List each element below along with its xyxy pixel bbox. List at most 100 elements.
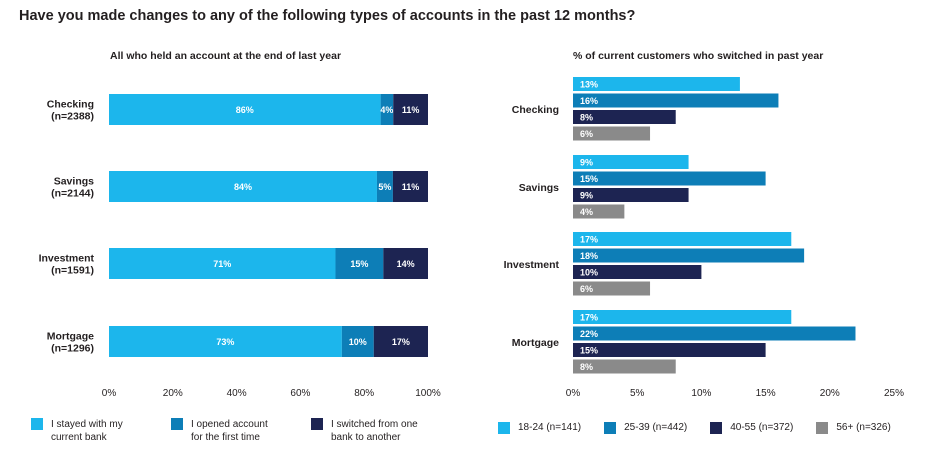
right-bar — [573, 93, 779, 108]
left-chart-subtitle: All who held an account at the end of la… — [110, 50, 342, 62]
right-bar-value-label: 16% — [580, 96, 598, 106]
left-bar-value-label: 14% — [397, 259, 415, 269]
left-bar-value-label: 86% — [236, 105, 254, 115]
left-bar-segment — [335, 248, 384, 279]
left-category-label: Mortgage — [47, 331, 94, 343]
left-bar-segment — [109, 94, 381, 125]
right-bar-value-label: 17% — [580, 312, 598, 322]
right-bar-value-label: 18% — [580, 251, 598, 261]
left-bar-segment — [341, 326, 374, 357]
right-bar — [573, 326, 856, 341]
right-bar-value-label: 9% — [580, 190, 593, 200]
right-x-tick-label: 5% — [630, 388, 645, 399]
left-bar-value-label: 84% — [234, 182, 252, 192]
right-bar — [573, 343, 766, 357]
legend-swatch — [816, 421, 829, 434]
right-legend: 18-24 (n=141) 25-39 (n=442) 40-55 (n=372… — [498, 421, 914, 434]
right-x-tick-label: 20% — [820, 388, 840, 399]
left-bar-value-label: 11% — [402, 105, 420, 115]
left-bar-segment — [380, 94, 394, 125]
left-bar-segment — [392, 171, 428, 202]
left-bar-segment — [393, 94, 428, 125]
left-category-count: (n=1591) — [51, 265, 94, 277]
left-category-count: (n=2388) — [51, 111, 94, 123]
legend-label: 56+ (n=326) — [836, 422, 891, 433]
legend-swatch — [311, 418, 323, 430]
right-bar-value-label: 8% — [580, 112, 593, 122]
right-bar-value-label: 8% — [580, 362, 593, 372]
legend-label: 40-55 (n=372) — [730, 422, 794, 433]
right-x-tick-label: 15% — [756, 388, 776, 399]
legend-swatch — [171, 418, 183, 430]
legend-label: I switched from one — [331, 419, 418, 430]
legend-item-56-plus: 56+ (n=326) — [816, 421, 891, 434]
left-category-label: Savings — [54, 176, 94, 188]
left-bar-segment — [109, 171, 377, 202]
right-category-label: Checking — [512, 104, 559, 116]
left-category-count: (n=1296) — [51, 343, 94, 355]
legend-label: 18-24 (n=141) — [518, 422, 582, 433]
right-bar-value-label: 6% — [580, 129, 593, 139]
right-bar-value-label: 4% — [580, 207, 593, 217]
left-bar-segment — [383, 248, 428, 279]
left-category-label: Investment — [39, 253, 95, 265]
right-bar — [573, 171, 766, 186]
left-bar-value-label: 4% — [380, 105, 393, 115]
right-x-tick-label: 10% — [691, 388, 711, 399]
legend-label-line2: current bank — [51, 432, 107, 443]
right-bar-value-label: 22% — [580, 329, 598, 339]
right-category-label: Investment — [504, 259, 560, 271]
right-bar — [573, 155, 689, 169]
left-category-count: (n=2144) — [51, 188, 94, 200]
right-category-label: Mortgage — [512, 337, 559, 349]
left-bar-value-label: 71% — [213, 259, 231, 269]
right-bar — [573, 204, 625, 219]
left-bar-value-label: 15% — [350, 259, 368, 269]
legend-label: I opened account — [191, 419, 268, 430]
legend-swatch — [31, 418, 43, 430]
right-bar — [573, 310, 792, 324]
legend-swatch — [604, 421, 617, 434]
right-bar-value-label: 10% — [580, 267, 598, 277]
right-bar — [573, 126, 651, 141]
left-x-tick-label: 0% — [102, 388, 117, 399]
left-x-tick-label: 100% — [415, 388, 441, 399]
legend-item-18-24: 18-24 (n=141) — [498, 421, 581, 434]
right-bar-value-label: 6% — [580, 284, 593, 294]
left-bar-segment — [109, 248, 336, 279]
left-bar-value-label: 17% — [392, 337, 410, 347]
right-category-label: Savings — [519, 182, 559, 194]
legend-label-line2: bank to another — [331, 432, 401, 443]
right-bar — [573, 232, 792, 246]
legend-label: 25-39 (n=442) — [624, 422, 688, 433]
left-bar-value-label: 10% — [349, 337, 367, 347]
left-bar-segment — [376, 171, 393, 202]
right-bar-value-label: 15% — [580, 174, 598, 184]
left-x-tick-label: 60% — [290, 388, 310, 399]
chart-title: Have you made changes to any of the foll… — [19, 8, 636, 24]
legend-item-40-55: 40-55 (n=372) — [710, 421, 793, 434]
left-x-tick-label: 80% — [354, 388, 374, 399]
left-bar-value-label: 5% — [378, 182, 391, 192]
right-x-tick-label: 25% — [884, 388, 904, 399]
right-bar-value-label: 17% — [580, 234, 598, 244]
right-x-tick-label: 0% — [566, 388, 581, 399]
left-x-tick-label: 40% — [227, 388, 247, 399]
left-bar-value-label: 11% — [402, 182, 420, 192]
right-bar — [573, 265, 702, 279]
legend-swatch — [498, 421, 510, 434]
left-bar-segment — [373, 326, 428, 357]
left-bar-segment — [109, 326, 342, 357]
legend-label: I stayed with my — [51, 419, 123, 430]
right-bar — [573, 77, 740, 91]
legend-item-opened: I opened account for the first time — [171, 418, 311, 444]
right-bar — [573, 188, 689, 202]
legend-item-25-39: 25-39 (n=442) — [604, 421, 687, 434]
right-bar — [573, 281, 651, 296]
right-bar — [573, 248, 805, 263]
left-legend: I stayed with my current bank I opened ac… — [31, 418, 451, 444]
legend-item-switched: I switched from one bank to another — [311, 418, 451, 444]
left-category-label: Checking — [47, 99, 94, 111]
right-bar — [573, 110, 676, 124]
